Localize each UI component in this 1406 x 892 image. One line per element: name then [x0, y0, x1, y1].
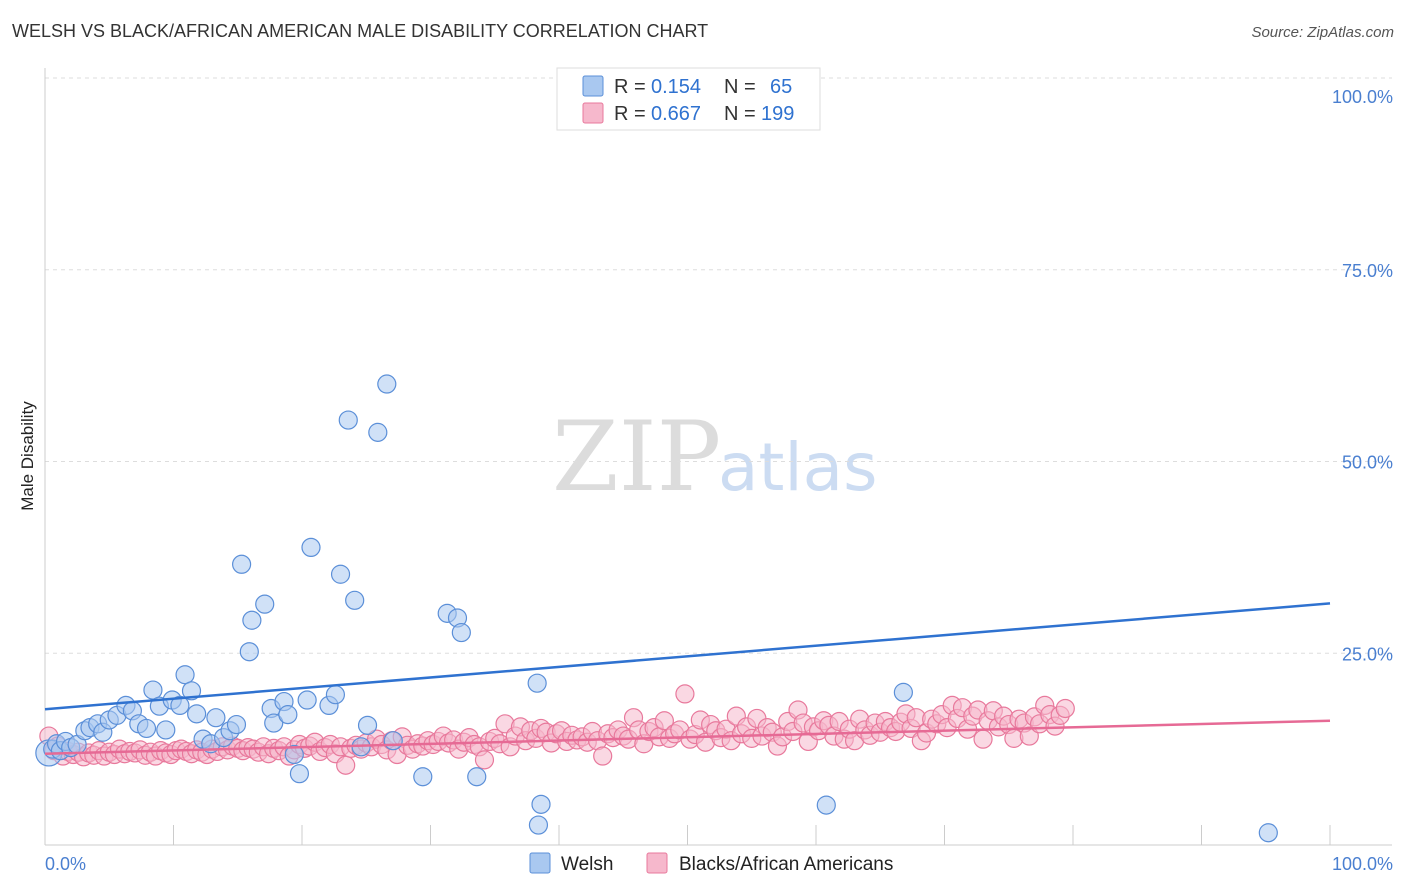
- y-tick-label-0: 25.0%: [1342, 644, 1393, 664]
- point-welsh-17: [143, 680, 163, 700]
- point-welsh-57: [467, 767, 487, 787]
- point-welsh-46: [338, 410, 358, 430]
- point-welsh-58: [527, 673, 547, 693]
- y-axis-title: Male Disability: [18, 401, 37, 511]
- point-welsh-62: [816, 795, 836, 815]
- legend-welsh-r-label: R =: [614, 76, 646, 98]
- point-welsh-60: [528, 815, 549, 835]
- point-black-182: [973, 729, 993, 749]
- point-welsh-38: [278, 705, 298, 725]
- chart-title: WELSH VS BLACK/AFRICAN AMERICAN MALE DIS…: [12, 21, 709, 41]
- point-welsh-30: [226, 714, 247, 735]
- y-tick-labels: 25.0% 50.0% 75.0% 100.0%: [1332, 87, 1393, 664]
- point-welsh-32: [239, 642, 259, 662]
- point-welsh-31: [232, 554, 252, 574]
- legend-swatch-black: [582, 102, 604, 124]
- x-tick-label-1: 100.0%: [1332, 854, 1393, 874]
- point-welsh-39: [284, 744, 304, 765]
- point-welsh-34: [255, 594, 275, 614]
- stats-legend: R = 0.154 N = 65 R = 0.667 N = 199: [556, 67, 821, 131]
- series-welsh-points: [35, 68, 1278, 843]
- point-welsh-24: [187, 704, 207, 724]
- point-welsh-16: [136, 718, 157, 739]
- point-welsh-44: [325, 685, 346, 705]
- point-welsh-40: [289, 764, 310, 784]
- point-welsh-52: [383, 731, 403, 751]
- legend-swatch-welsh: [582, 75, 604, 97]
- trend-line-welsh: [44, 602, 1331, 711]
- axes: [44, 68, 1392, 846]
- point-black-191: [1019, 726, 1039, 746]
- legend-welsh-n-label: N =: [724, 76, 756, 98]
- point-black-198: [1055, 698, 1075, 719]
- y-tick-label-2: 75.0%: [1342, 261, 1393, 281]
- watermark-atlas: atlas: [718, 429, 878, 506]
- point-black-85: [474, 750, 495, 770]
- bottom-legend-welsh: Welsh: [561, 854, 613, 875]
- point-welsh-27: [206, 708, 226, 728]
- point-welsh-56: [451, 622, 471, 643]
- legend-black-r-value: 0.667: [651, 103, 701, 125]
- point-black-120: [654, 711, 674, 731]
- point-welsh-63: [893, 682, 913, 702]
- point-welsh-64: [1258, 823, 1278, 843]
- legend-black-n-label: N =: [724, 103, 756, 125]
- legend-welsh-r-value: 0.154: [651, 76, 701, 98]
- point-welsh-47: [345, 590, 365, 610]
- trend-line-black: [44, 719, 1331, 755]
- trend-lines: [44, 602, 1331, 755]
- y-tick-label-1: 50.0%: [1342, 453, 1393, 473]
- bottom-legend-black: Blacks/African Americans: [679, 854, 893, 875]
- point-welsh-19: [156, 720, 176, 740]
- point-black-124: [675, 684, 695, 704]
- point-welsh-59: [531, 794, 551, 814]
- point-welsh-50: [368, 422, 388, 442]
- legend-welsh-n-value: 65: [770, 76, 792, 98]
- point-welsh-53: [413, 767, 433, 787]
- legend-black-r-label: R =: [614, 103, 646, 125]
- point-black-58: [336, 755, 356, 775]
- point-welsh-23: [181, 681, 202, 701]
- bottom-legend-swatch-welsh: [529, 852, 551, 874]
- x-tick-label-0: 0.0%: [45, 854, 86, 874]
- watermark-zip: ZIP: [552, 401, 721, 513]
- point-welsh-45: [330, 564, 351, 584]
- point-welsh-51: [377, 374, 397, 394]
- point-black-108: [593, 746, 613, 766]
- series-legend: Welsh Blacks/African Americans: [529, 852, 893, 875]
- x-tick-labels: 0.0% 100.0%: [45, 854, 1393, 874]
- bottom-legend-swatch-black: [646, 852, 668, 874]
- source-credit: Source: ZipAtlas.com: [1251, 24, 1394, 41]
- point-welsh-42: [301, 537, 321, 558]
- legend-black-n-value: 199: [761, 103, 794, 125]
- point-welsh-41: [297, 690, 317, 710]
- point-welsh-22: [175, 665, 195, 685]
- point-welsh-36: [264, 713, 284, 733]
- point-welsh-49: [357, 715, 378, 735]
- y-tick-label-3: 100.0%: [1332, 87, 1393, 107]
- point-welsh-33: [242, 610, 262, 630]
- point-welsh-21: [170, 695, 190, 716]
